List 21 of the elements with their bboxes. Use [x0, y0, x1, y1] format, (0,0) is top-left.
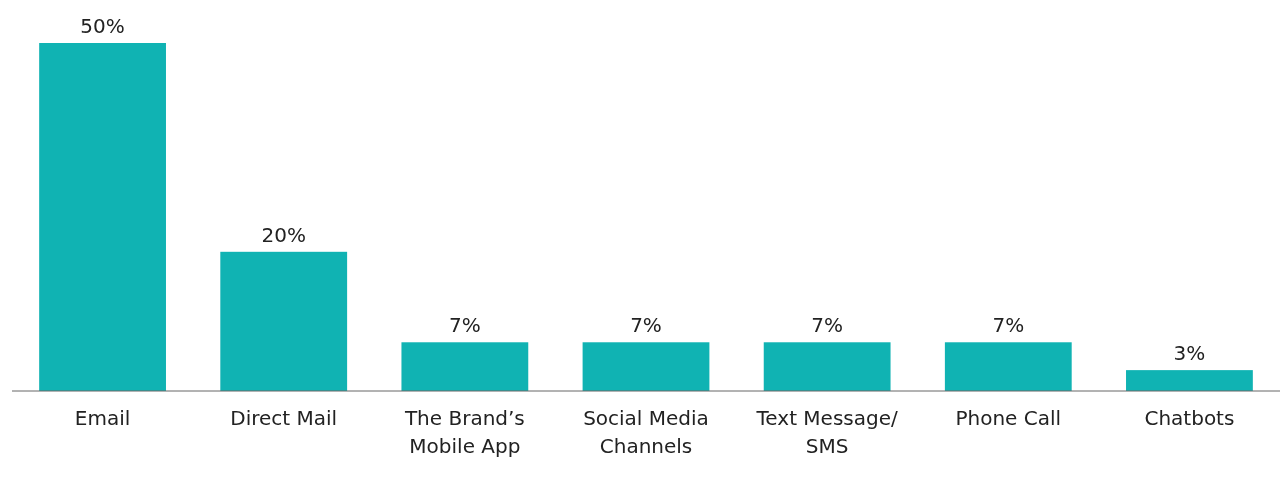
data-label: 7%: [992, 313, 1025, 338]
x-tick-label: Text Message/ SMS: [755, 406, 898, 458]
x-tick-label: Chatbots: [1144, 406, 1235, 430]
bar: [944, 342, 1072, 391]
bar: [1126, 370, 1253, 391]
x-tick-label: Email: [74, 406, 131, 430]
x-tick-label: Direct Mail: [230, 406, 338, 430]
data-label: 7%: [811, 313, 844, 338]
x-tick-label: Social Media Channels: [583, 406, 709, 458]
bar: [220, 251, 348, 391]
data-label: 20%: [261, 222, 306, 247]
x-tick-label: Phone Call: [955, 406, 1062, 430]
bar: [582, 342, 710, 391]
data-label: 7%: [630, 313, 662, 338]
bar: [763, 342, 891, 391]
data-label: 50%: [80, 14, 125, 38]
data-label: 3%: [1173, 341, 1206, 366]
bar: [39, 43, 166, 391]
x-tick-label: The Brand’s Mobile App: [403, 406, 525, 458]
data-label: 7%: [448, 313, 481, 338]
bar: [401, 342, 529, 391]
